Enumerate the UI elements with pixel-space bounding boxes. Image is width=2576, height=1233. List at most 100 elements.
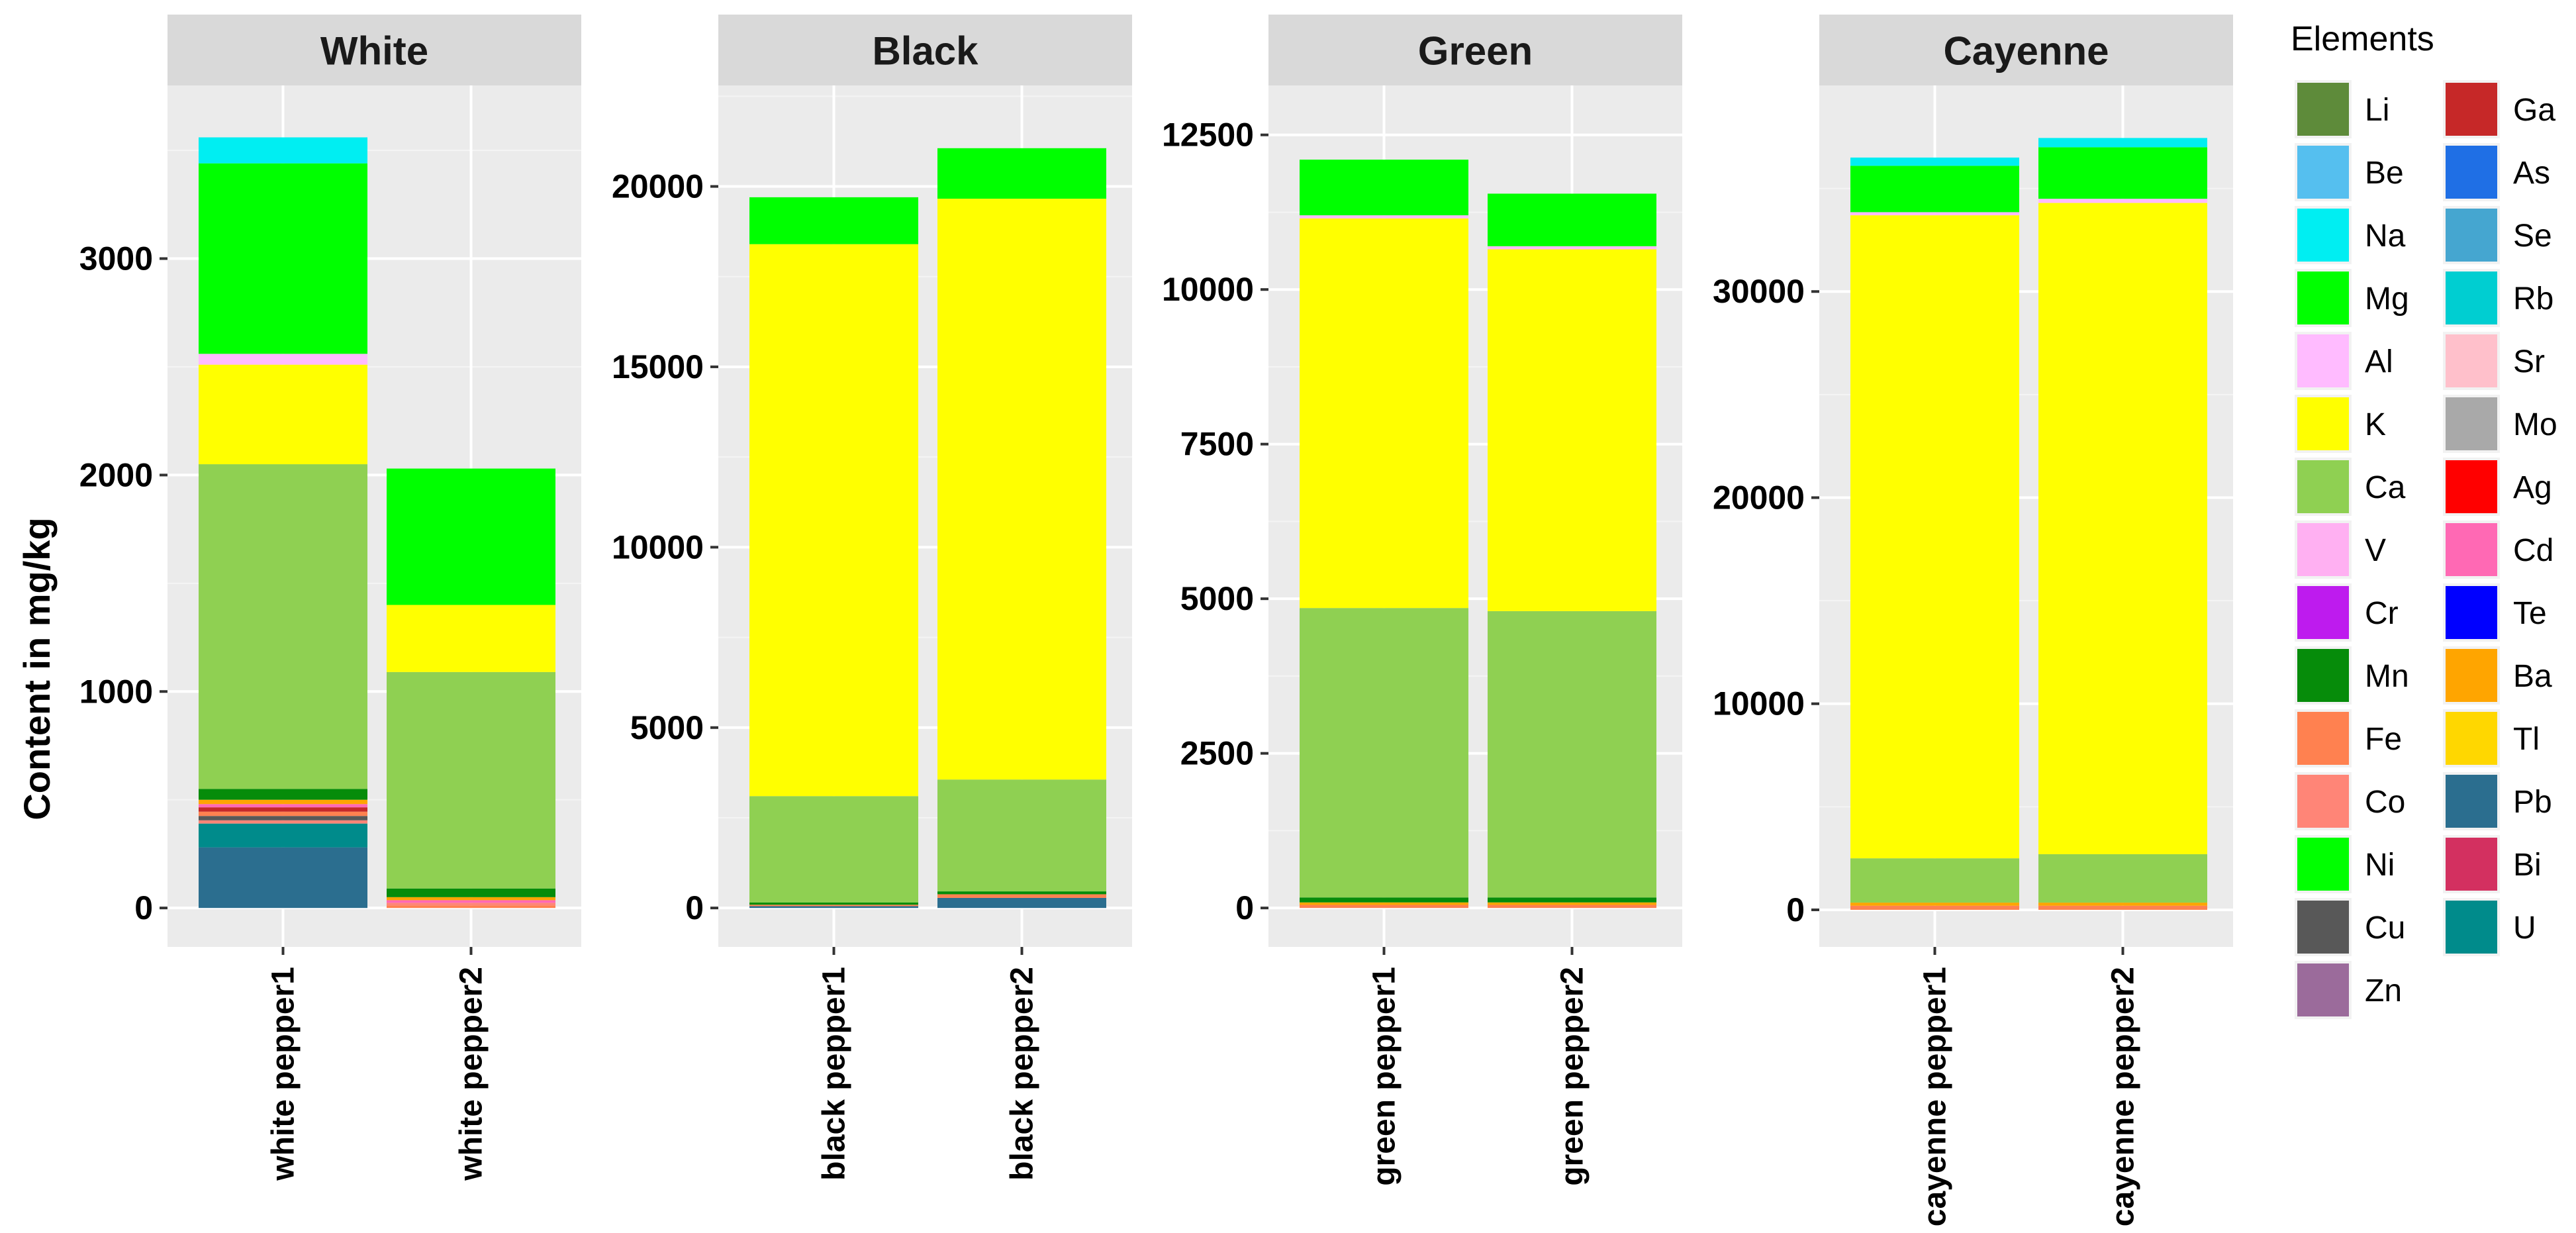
legend-label: U (2513, 911, 2536, 946)
legend-swatch (2297, 271, 2349, 324)
bar-segment-white-pepper1-k (199, 364, 367, 465)
legend-label: Ga (2513, 93, 2555, 128)
legend-item-fe: Fe (2295, 709, 2402, 767)
legend-swatch (2297, 838, 2349, 891)
bar-segment-cayenne-pepper1-fe (1850, 905, 2019, 910)
bar-segment-cayenne-pepper2-na (2038, 138, 2207, 148)
bar-segment-white-pepper2-mn (387, 888, 555, 897)
legend-swatch (2446, 271, 2497, 324)
legend-label: Ca (2365, 470, 2406, 505)
bar-segment-cayenne-pepper2-ba (2038, 903, 2207, 906)
legend-label: Na (2365, 219, 2406, 254)
legend-label: Cr (2365, 596, 2399, 631)
legend-item-cd: Cd (2443, 520, 2553, 579)
bar-segment-black-pepper2-mn (937, 891, 1106, 895)
legend-item-v: V (2295, 520, 2386, 579)
legend-item-rb: Rb (2443, 269, 2553, 327)
legend-item-pb: Pb (2443, 772, 2552, 830)
legend-item-tl: Tl (2443, 709, 2540, 767)
x-tick-label: black pepper2 (1005, 967, 1040, 1181)
bar-segment-green-pepper1-ca (1300, 608, 1468, 898)
bar-segment-green-pepper1-ba (1300, 902, 1468, 905)
panel-title: Cayenne (1943, 29, 2109, 74)
y-tick-label: 20000 (1713, 479, 1805, 516)
legend-item-ga: Ga (2443, 80, 2555, 138)
legend-item-u: U (2443, 898, 2536, 956)
legend-items: Li Be Na Mg Al K Ca V Cr Mn Fe Co Ni Cu Zn Ga As Se Rb Sr Mo… (2295, 80, 2557, 1019)
y-tick-label: 0 (1235, 889, 1254, 926)
legend-item-zn: Zn (2295, 961, 2402, 1019)
legend-label: K (2365, 407, 2386, 442)
bar-segment-white-pepper1-al (199, 354, 367, 365)
y-tick-label: 0 (1786, 891, 1805, 928)
legend-label: Cu (2365, 911, 2405, 946)
legend-label: Mn (2365, 659, 2409, 694)
legend-item-te: Te (2443, 583, 2547, 642)
bar-segment-white-pepper1-na (199, 137, 367, 164)
bar-black-pepper2 (937, 148, 1106, 909)
y-tick-label: 15000 (612, 348, 704, 385)
bar-white-pepper1 (199, 137, 367, 909)
legend-item-k: K (2295, 395, 2386, 453)
legend-label: Rb (2513, 281, 2553, 317)
legend-label: Al (2365, 344, 2393, 379)
bar-segment-black-pepper1-k (749, 244, 918, 797)
bar-segment-cayenne-pepper2-ca (2038, 854, 2207, 903)
y-tick-label: 5000 (630, 709, 704, 746)
legend-item-al: Al (2295, 332, 2393, 390)
bar-segment-white-pepper1-mn (199, 789, 367, 800)
legend-label: Li (2365, 93, 2389, 128)
legend-item-na: Na (2295, 206, 2406, 264)
bar-segment-white-pepper1-ba (199, 799, 367, 805)
legend-swatch (2446, 649, 2497, 702)
legend-label: Ba (2513, 659, 2552, 694)
bar-segment-black-pepper2-fe (937, 894, 1106, 898)
panel-cayenne: Cayenne 0 10000 20000 30000 cayenne pepper1 ca… (1713, 15, 2233, 1226)
y-tick-label: 0 (685, 889, 704, 926)
bar-segment-cayenne-pepper1-ca (1850, 858, 2019, 903)
bar-segment-cayenne-pepper2-al (2038, 199, 2207, 203)
y-tick-label: 2500 (1180, 735, 1254, 772)
bar-segment-white-pepper2-k (387, 605, 555, 672)
bar-segment-green-pepper1-mg (1300, 160, 1468, 216)
legend-label: Zn (2365, 973, 2402, 1009)
legend-swatch (2297, 83, 2349, 136)
bar-segment-white-pepper1-u (199, 823, 367, 848)
x-tick-label: green pepper2 (1555, 967, 1590, 1186)
legend-item-co: Co (2295, 772, 2405, 830)
legend-swatch (2297, 334, 2349, 387)
x-tick-label: cayenne pepper1 (1918, 967, 1953, 1226)
y-axis-title: Content in mg/kg (16, 517, 58, 820)
legend-label: Ni (2365, 848, 2395, 883)
bar-segment-black-pepper1-ca (749, 796, 918, 903)
legend-item-mn: Mn (2295, 646, 2409, 705)
panel-title: White (320, 29, 428, 74)
y-tick-label: 10000 (612, 528, 704, 566)
legend-title: Elements (2291, 20, 2434, 58)
y-tick-label: 5000 (1180, 580, 1254, 617)
panel-strip (1819, 15, 2233, 85)
y-tick-label: 10000 (1162, 271, 1254, 308)
legend-swatch (2446, 775, 2497, 828)
x-tick-label: white pepper1 (266, 967, 301, 1181)
legend-label: Tl (2513, 722, 2540, 757)
panel-strip (1268, 15, 1682, 85)
bar-segment-cayenne-pepper2-k (2038, 203, 2207, 854)
legend: Elements Li Be Na Mg Al K Ca V Cr Mn Fe Co Ni Cu Zn Ga A… (2291, 20, 2557, 1019)
legend-item-mg: Mg (2295, 269, 2409, 327)
bar-segment-white-pepper1-mg (199, 163, 367, 354)
legend-item-ca: Ca (2295, 458, 2406, 516)
bar-green-pepper2 (1488, 193, 1656, 909)
y-tick-label: 7500 (1180, 426, 1254, 463)
bar-segment-white-pepper1-cu (199, 816, 367, 820)
bar-segment-green-pepper1-k (1300, 218, 1468, 609)
legend-swatch (2297, 397, 2349, 450)
legend-swatch (2297, 209, 2349, 262)
bar-segment-cayenne-pepper1-mg (1850, 166, 2019, 213)
bar-segment-cayenne-pepper1-k (1850, 215, 2019, 859)
bar-green-pepper1 (1300, 160, 1468, 909)
x-tick-label: black pepper1 (817, 967, 852, 1181)
legend-swatch (2446, 712, 2497, 765)
legend-item-cu: Cu (2295, 898, 2405, 956)
bar-segment-cayenne-pepper1-na (1850, 157, 2019, 166)
